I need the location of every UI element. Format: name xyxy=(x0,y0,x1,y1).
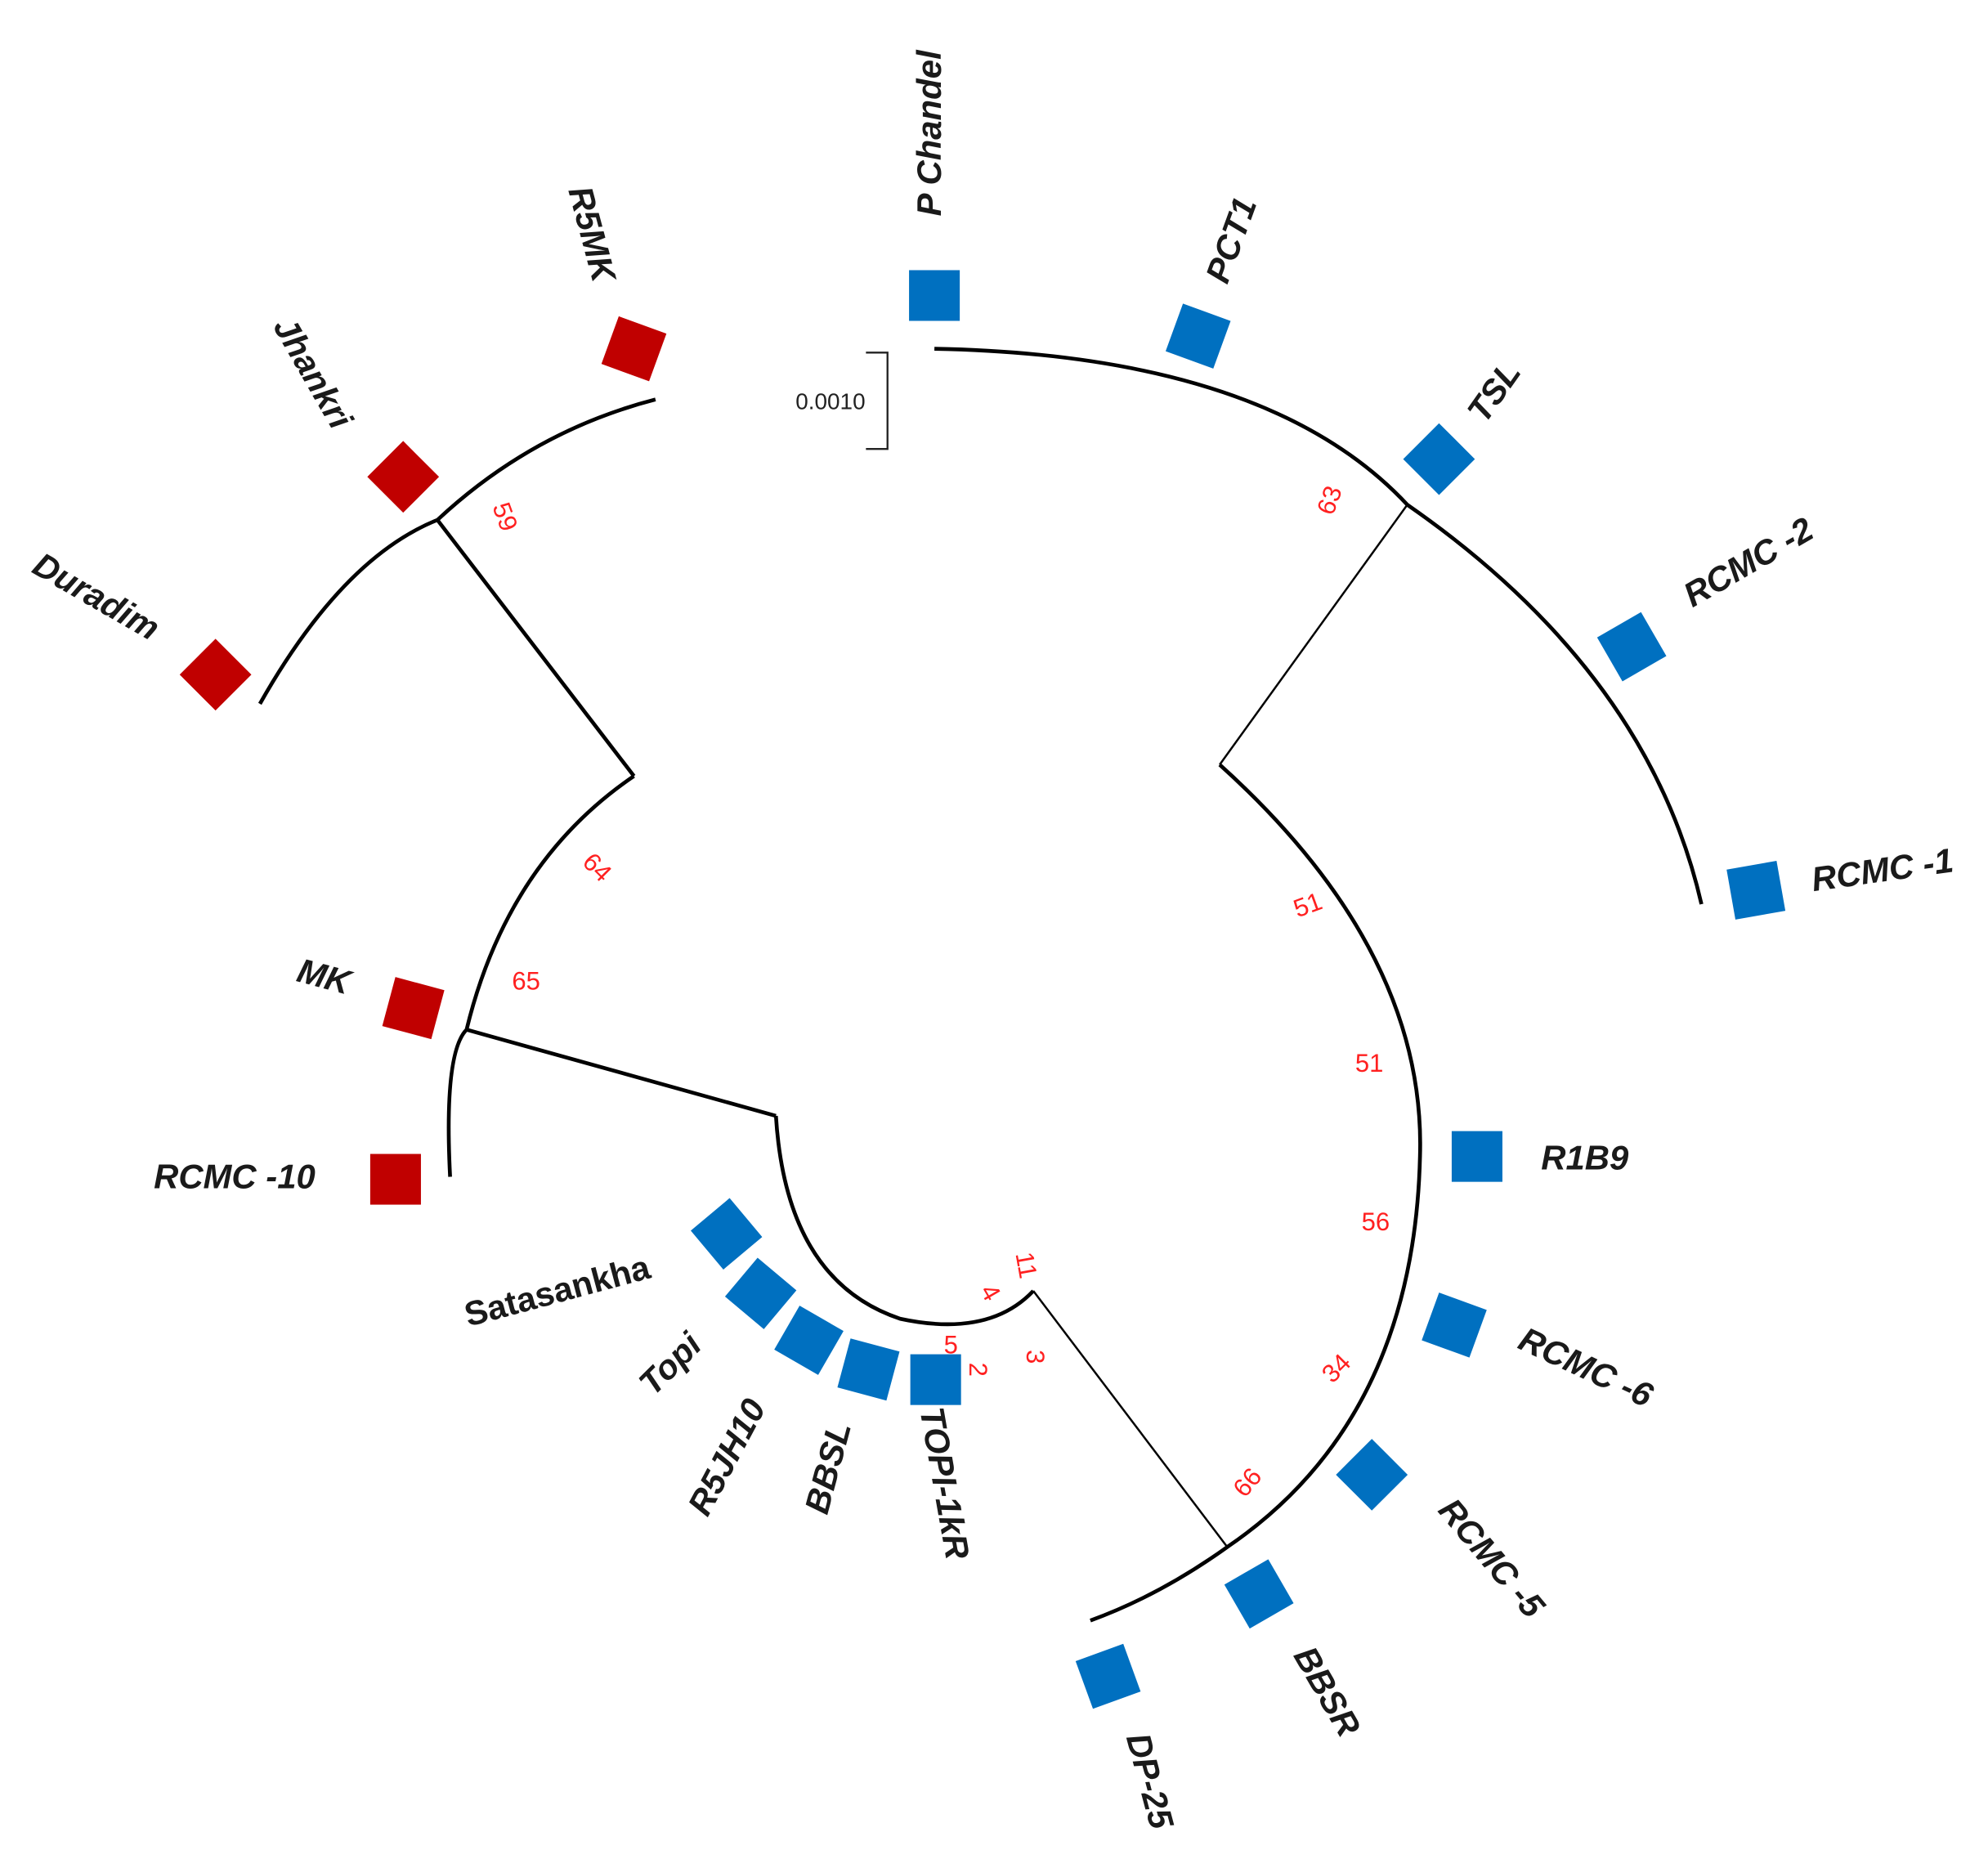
leaf-marker xyxy=(910,1354,961,1405)
bootstrap-value: 66 xyxy=(1227,1463,1267,1503)
leaf-marker xyxy=(1726,860,1786,920)
branches xyxy=(257,347,1704,1623)
leaf-marker xyxy=(369,1153,421,1205)
leaf-label: MK xyxy=(293,951,357,1002)
leaf-marker xyxy=(1336,1439,1408,1511)
leaf-marker xyxy=(1165,303,1231,369)
leaf-marker xyxy=(1403,423,1475,495)
branch xyxy=(1032,1290,1229,1548)
leaf-marker xyxy=(179,638,252,711)
leaf-marker xyxy=(1422,1292,1487,1358)
branch xyxy=(773,1115,1035,1327)
leaf-label: Duradim xyxy=(27,544,167,647)
leaf-marker xyxy=(1224,1559,1294,1629)
leaf-marker xyxy=(367,441,440,513)
leaf-label: RCMC -5 xyxy=(1431,1491,1553,1625)
branch xyxy=(1090,763,1422,1623)
leaf-marker xyxy=(382,977,445,1040)
leaf-marker xyxy=(724,1257,797,1329)
leaf-marker xyxy=(1451,1131,1502,1182)
leaf-marker xyxy=(691,1198,763,1270)
branch xyxy=(934,347,1704,905)
bootstrap-value: 34 xyxy=(1316,1348,1356,1388)
leaf-label: PCT1 xyxy=(1198,192,1265,288)
bootstrap-value: 63 xyxy=(1311,482,1348,518)
leaf-label: RCMC -1 xyxy=(1809,840,1955,898)
branch xyxy=(257,397,656,706)
branch xyxy=(466,1028,777,1118)
bootstrap-value: 4 xyxy=(974,1279,1006,1306)
bootstrap-value: 51 xyxy=(1355,1049,1384,1077)
leaf-label: R1B9 xyxy=(1541,1138,1629,1176)
bootstrap-value: 11 xyxy=(1010,1250,1042,1281)
leaf-label: DP-25 xyxy=(1119,1729,1181,1833)
leaf-label: RCMC -10 xyxy=(154,1158,316,1196)
leaf-label: BBSR xyxy=(1287,1640,1368,1743)
leaf-label: TOPI-1kR xyxy=(912,1404,977,1562)
branch xyxy=(436,518,636,777)
leaf-marker xyxy=(774,1306,844,1375)
leaf-label: RCMC -2 xyxy=(1677,509,1820,614)
leaf-label: Satasankha xyxy=(460,1248,655,1334)
leaf-label: TSL xyxy=(1459,354,1528,429)
leaf-marker xyxy=(1075,1643,1141,1709)
bootstrap-value: 65 xyxy=(512,966,540,995)
bootstrap-value: 3 xyxy=(1021,1350,1050,1364)
leaf-label: R5JH10 xyxy=(680,1392,773,1521)
bootstrap-value: 51 xyxy=(1290,887,1326,924)
leaf-marker xyxy=(1596,611,1667,682)
bootstrap-value: 56 xyxy=(1362,1207,1390,1236)
leaf-label: Topi xyxy=(631,1324,710,1403)
leaf-label: Jhankri xyxy=(266,311,360,437)
leaf-label: RCMC -6 xyxy=(1513,1319,1659,1415)
scale-bar xyxy=(866,352,889,450)
leaf-marker xyxy=(601,316,667,382)
leaf-label: P Chandel xyxy=(910,49,948,216)
branch xyxy=(446,774,635,1177)
scale-label: 0.0010 xyxy=(795,389,865,414)
leaf-label: R5MK xyxy=(561,182,624,288)
bootstrap-value: 59 xyxy=(487,499,524,535)
bootstrap-value: 64 xyxy=(577,847,617,887)
bootstrap-value: 5 xyxy=(944,1330,958,1359)
bootstrap-value: 2 xyxy=(964,1363,992,1377)
branch xyxy=(1219,504,1408,766)
leaf-marker xyxy=(909,270,960,321)
leaf-label: BBSL xyxy=(797,1418,858,1517)
leaf-marker xyxy=(837,1338,900,1401)
